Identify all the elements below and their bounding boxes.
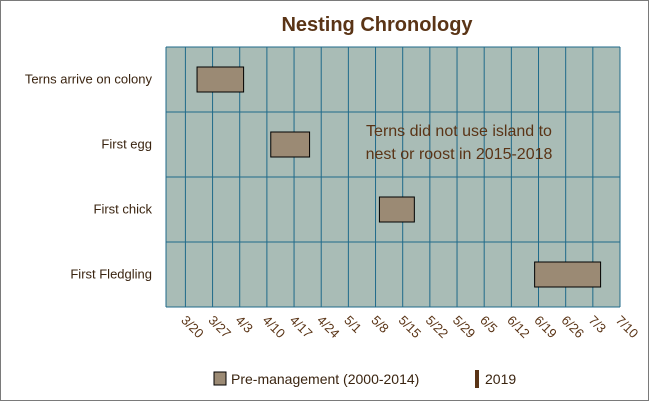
x-tick-label: 7/10 (613, 313, 642, 342)
x-tick-label: 6/19 (531, 313, 560, 342)
x-tick-label: 5/29 (450, 313, 479, 342)
legend-label-2019: 2019 (485, 371, 516, 387)
category-label: First Fledgling (70, 267, 152, 282)
x-tick-label: 4/3 (233, 313, 256, 336)
x-tick-label: 3/27 (205, 313, 234, 342)
bar-pre-management (270, 131, 311, 158)
annotation-text: nest or roost in 2015-2018 (366, 146, 553, 163)
bar-pre-management (378, 196, 415, 223)
x-tick-label: 5/15 (396, 313, 425, 342)
category-label: First chick (94, 202, 153, 217)
x-tick-label: 4/10 (260, 313, 289, 342)
x-tick-label: 5/8 (368, 313, 391, 336)
x-tick-label: 3/20 (178, 313, 207, 342)
x-tick-label: 5/1 (341, 313, 364, 336)
x-tick-label: 4/24 (314, 313, 343, 342)
legend: Pre-management (2000-2014) 2019 (213, 370, 516, 388)
chart-title: Nesting Chronology (281, 14, 473, 36)
x-tick-label: 6/5 (477, 313, 500, 336)
legend-swatch-pre-management (213, 371, 227, 386)
category-label: First egg (101, 137, 152, 152)
plot-area: Terns did not use island to nest or roost… (165, 46, 621, 308)
legend-label-pre-management: Pre-management (2000-2014) (231, 371, 419, 387)
bar-pre-management (534, 261, 602, 288)
legend-swatch-2019 (475, 370, 479, 388)
x-tick-label: 7/3 (586, 313, 609, 336)
x-tick-label: 5/22 (423, 313, 452, 342)
annotation-text: Terns did not use island to (366, 123, 552, 140)
x-tick-label: 6/12 (504, 313, 533, 342)
x-tick-label: 4/17 (287, 313, 316, 342)
bar-pre-management (196, 66, 245, 93)
category-label: Terns arrive on colony (25, 72, 153, 87)
x-tick-label: 6/26 (559, 313, 588, 342)
